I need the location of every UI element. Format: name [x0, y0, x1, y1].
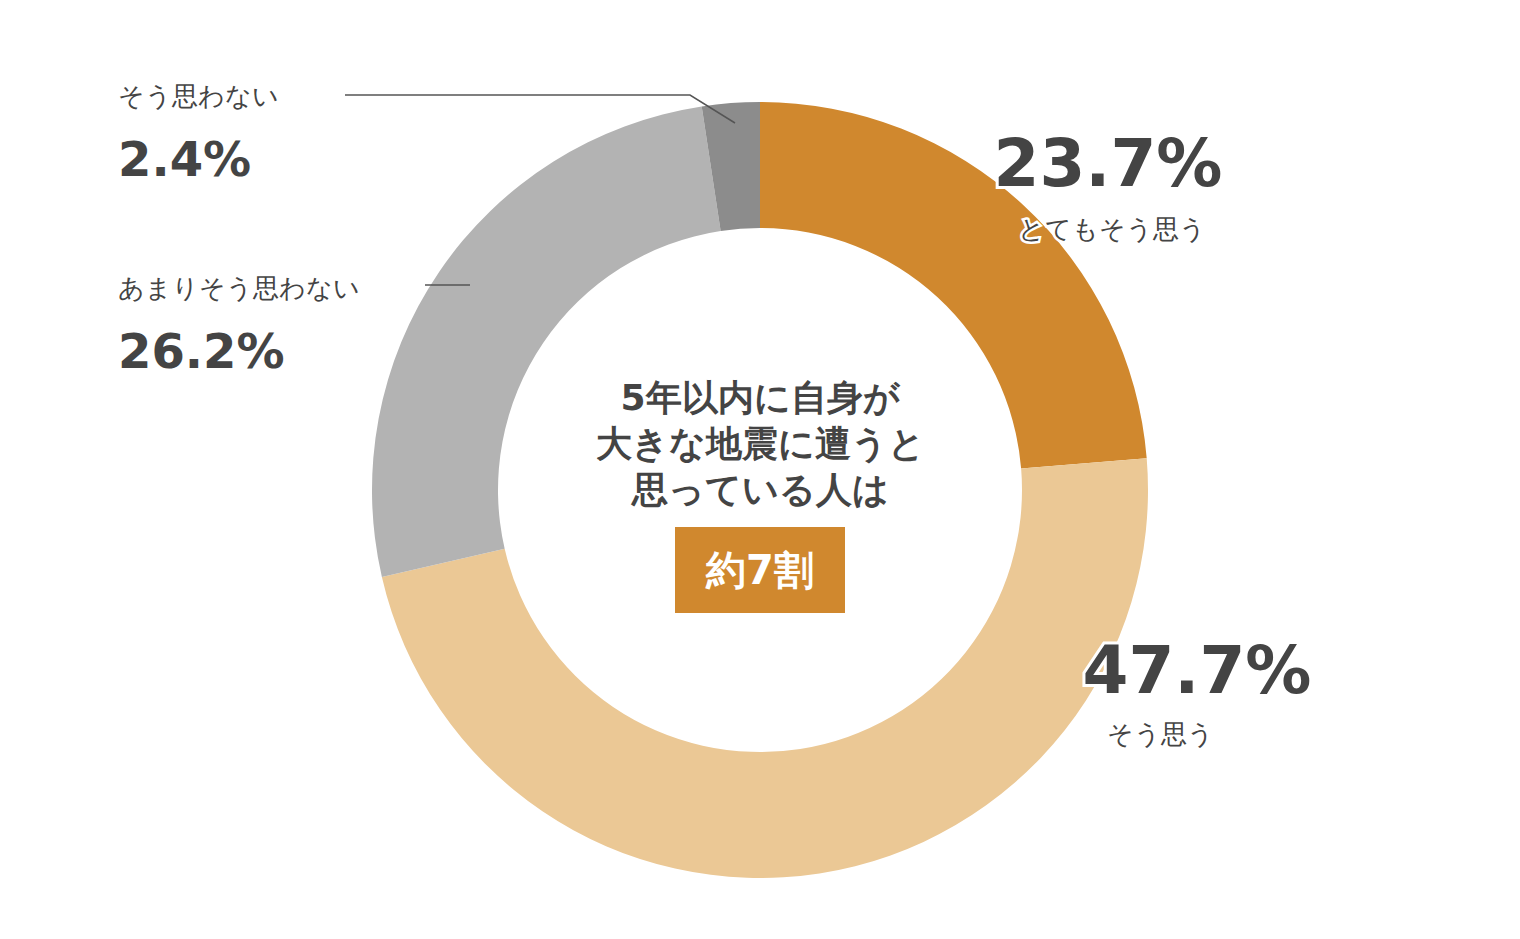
svg-text:とてもそう思う: とてもそう思う — [1018, 214, 1206, 244]
svg-text:2.4%: 2.4% — [118, 131, 251, 187]
html-text:大きな地震に遭うと: 大きな地震に遭うと — [595, 423, 925, 464]
html-text:約7割: 約7割 — [706, 547, 814, 593]
svg-text:26.2%: 26.2% — [118, 323, 285, 379]
svg-text:あまりそう思わない: あまりそう思わない — [118, 273, 360, 303]
svg-text:23.7%: 23.7% — [994, 125, 1223, 202]
html-text:思っている人は: 思っている人は — [631, 469, 889, 510]
svg-text:そう思わない: そう思わない — [118, 81, 279, 111]
svg-text:47.7%: 47.7% — [1083, 632, 1312, 709]
html-text:5年以内に自身が: 5年以内に自身が — [620, 377, 900, 418]
svg-text:そう思う: そう思う — [1107, 719, 1214, 749]
